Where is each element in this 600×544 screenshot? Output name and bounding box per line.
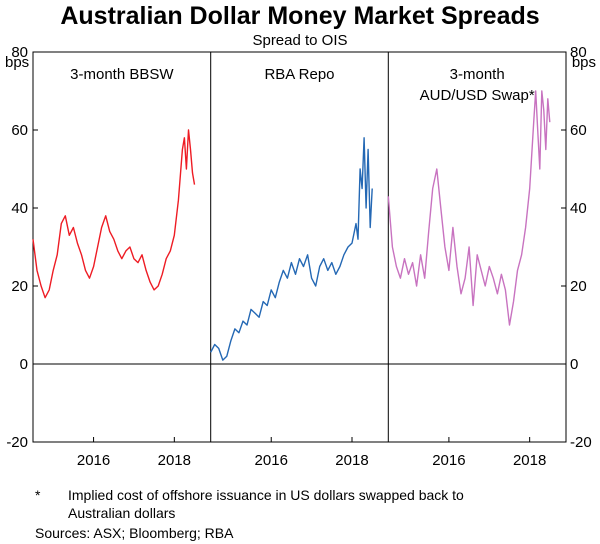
series-line-2	[210, 137, 373, 361]
series-line-1	[32, 129, 196, 299]
chart-subtitle: Spread to OIS	[252, 32, 347, 49]
x-tick-label: 2016	[255, 452, 288, 469]
left-y-axis: -20 0 20 40 60 80	[6, 44, 28, 451]
panel-2: RBA Repo 2016 2018	[210, 66, 373, 469]
left-axis-unit: bps	[5, 54, 29, 71]
y-tick-label-left: 80	[11, 44, 28, 61]
y-tick-label-left: 60	[11, 122, 28, 139]
panel-3: 3-month AUD/USD Swap* 2016 2018	[387, 66, 551, 469]
y-ticks	[33, 129, 566, 365]
panel-title: AUD/USD Swap*	[420, 87, 535, 104]
y-tick-label-left: 20	[11, 278, 28, 295]
y-tick-label-left: 0	[20, 356, 28, 373]
right-axis-unit: bps	[572, 54, 596, 71]
panel-1: 3-month BBSW 2016 2018	[32, 66, 196, 469]
x-tick-label: 2018	[158, 452, 191, 469]
y-tick-label-left: 40	[11, 200, 28, 217]
x-tick-label: 2018	[335, 452, 368, 469]
sources-note: Sources: ASX; Bloomberg; RBA	[35, 525, 234, 541]
y-tick-label-right: 60	[570, 122, 587, 139]
y-tick-label-right: -20	[570, 434, 592, 451]
panel-title: RBA Repo	[264, 66, 334, 83]
chart-title: Australian Dollar Money Market Spreads	[60, 2, 539, 30]
y-tick-label-right: 0	[570, 356, 578, 373]
x-tick-label: 2016	[77, 452, 110, 469]
y-tick-label-right: 80	[570, 44, 587, 61]
footnote-marker: *	[35, 487, 41, 503]
y-tick-label-right: 40	[570, 200, 587, 217]
footnote-line-1: Implied cost of offshore issuance in US …	[68, 487, 464, 503]
x-tick-label: 2016	[432, 452, 465, 469]
plot-frame	[32, 51, 567, 443]
panel-title: 3-month	[450, 66, 505, 83]
x-tick-label: 2018	[513, 452, 546, 469]
series-line-3	[387, 90, 551, 326]
footnote-line-2: Australian dollars	[68, 505, 176, 521]
right-y-axis: -20 0 20 40 60 80	[570, 44, 592, 451]
y-tick-label-left: -20	[6, 434, 28, 451]
y-tick-label-right: 20	[570, 278, 587, 295]
panel-title: 3-month BBSW	[70, 66, 174, 83]
